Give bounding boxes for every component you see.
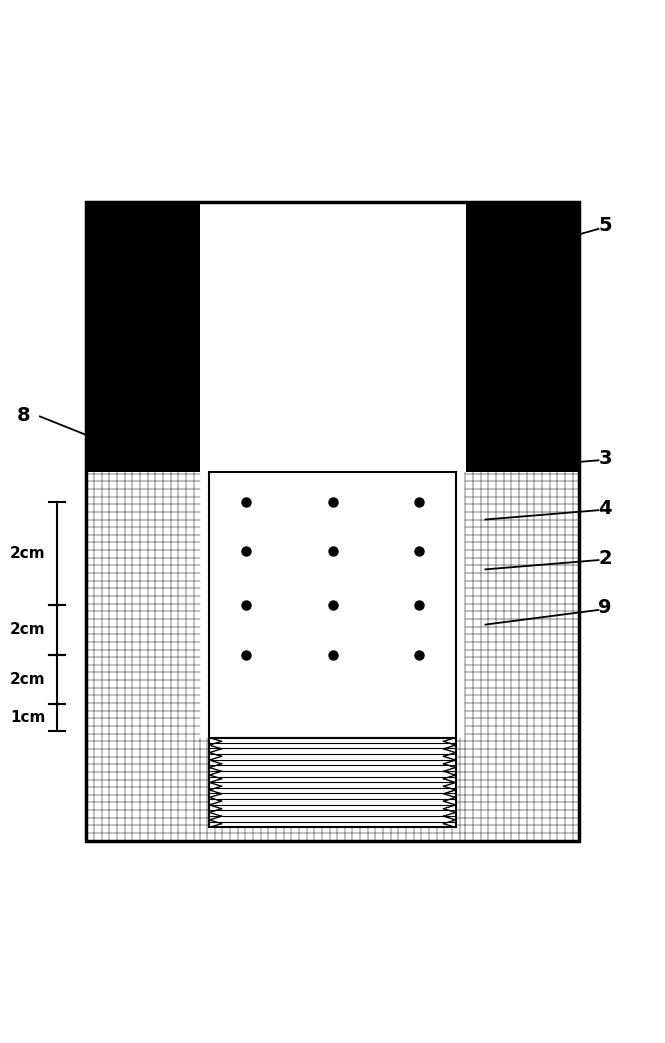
Bar — [200, 737, 466, 841]
Text: 5: 5 — [598, 216, 612, 235]
Bar — [86, 202, 579, 841]
Bar — [209, 737, 456, 827]
Bar — [86, 202, 579, 471]
Text: 2cm: 2cm — [10, 622, 46, 637]
Bar — [209, 471, 456, 737]
Bar — [465, 471, 579, 841]
Text: 9: 9 — [598, 599, 612, 617]
Text: 4: 4 — [598, 499, 612, 517]
Bar — [86, 471, 200, 841]
Text: 8: 8 — [17, 406, 30, 425]
Bar — [200, 202, 466, 471]
Text: 1cm: 1cm — [10, 710, 46, 725]
Bar — [86, 202, 579, 841]
Text: 3: 3 — [598, 448, 612, 468]
Text: 2cm: 2cm — [10, 545, 46, 560]
Text: 2: 2 — [598, 549, 612, 567]
Text: 2cm: 2cm — [10, 672, 46, 687]
